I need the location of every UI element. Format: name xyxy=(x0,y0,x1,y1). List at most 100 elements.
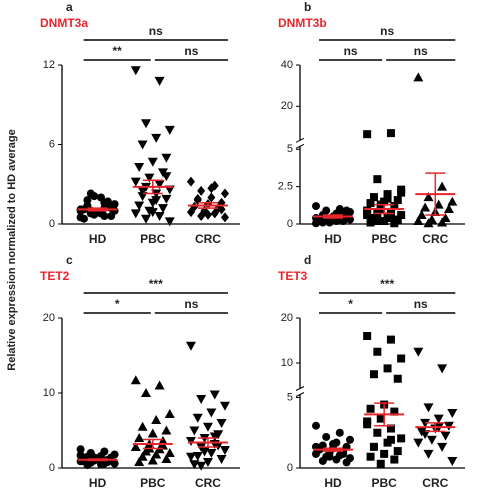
panel-label: d xyxy=(304,253,311,267)
data-point xyxy=(363,211,372,220)
data-point xyxy=(157,204,168,214)
data-point xyxy=(440,431,451,441)
data-point xyxy=(420,430,431,440)
data-point xyxy=(161,172,172,182)
data-point xyxy=(147,208,158,218)
x-tick-label: CRC xyxy=(422,232,448,246)
data-point xyxy=(90,192,99,201)
axis-break xyxy=(295,386,305,391)
significance-label: * xyxy=(348,297,353,311)
data-point xyxy=(342,458,351,467)
data-point xyxy=(130,375,141,385)
data-point xyxy=(369,442,378,451)
data-point xyxy=(151,133,162,143)
data-point xyxy=(164,409,175,418)
y-tick-label: 0 xyxy=(49,462,55,474)
y-tick-label: 12 xyxy=(43,59,55,71)
data-point xyxy=(199,447,210,457)
panel-label: a xyxy=(66,0,73,14)
data-point xyxy=(423,192,434,202)
significance-label: ns xyxy=(344,44,358,58)
data-point xyxy=(413,438,424,448)
data-point xyxy=(420,202,431,212)
y-tick-label: 0 xyxy=(287,218,293,230)
data-point xyxy=(161,194,172,204)
data-point xyxy=(147,428,158,438)
data-point xyxy=(373,217,382,226)
data-point xyxy=(185,341,196,351)
data-point xyxy=(76,445,85,454)
data-point xyxy=(325,452,334,461)
data-point xyxy=(137,186,148,196)
error-bar xyxy=(87,458,108,462)
y-tick-label: 10 xyxy=(281,357,293,369)
significance-label: ns xyxy=(414,297,428,311)
data-point xyxy=(164,125,175,135)
panel-label: b xyxy=(304,0,311,14)
data-point xyxy=(332,455,341,464)
data-point xyxy=(443,204,454,214)
data-point xyxy=(137,192,148,202)
data-point xyxy=(154,76,165,86)
axis-break xyxy=(295,137,305,143)
data-point xyxy=(413,347,424,357)
data-point xyxy=(420,418,431,428)
data-point xyxy=(416,210,427,220)
data-point xyxy=(366,404,375,413)
data-point xyxy=(147,455,158,465)
axis-break xyxy=(295,143,305,149)
data-point xyxy=(363,332,372,340)
data-point xyxy=(413,72,424,82)
panel-label: c xyxy=(66,253,73,267)
significance-label: ns xyxy=(184,44,198,58)
y-tick-label: 5 xyxy=(287,391,293,403)
data-point xyxy=(140,214,151,224)
x-tick-label: HD xyxy=(89,476,107,490)
data-point xyxy=(147,157,158,167)
data-point xyxy=(312,214,320,223)
data-point xyxy=(76,451,85,460)
data-point xyxy=(164,217,175,227)
error-bar xyxy=(142,179,163,195)
data-point xyxy=(137,451,148,461)
y-tick-label: 10 xyxy=(43,387,55,399)
data-point xyxy=(151,449,162,459)
data-point xyxy=(144,173,155,183)
panel-title: DNMT3b xyxy=(278,16,327,30)
y-tick-label: 2.5 xyxy=(278,181,293,193)
data-point xyxy=(393,447,402,456)
error-bar xyxy=(425,422,446,433)
data-point xyxy=(386,129,395,138)
data-point xyxy=(197,211,206,222)
data-point xyxy=(376,459,385,468)
data-point xyxy=(203,209,212,220)
data-point xyxy=(140,119,151,129)
data-point xyxy=(202,422,213,432)
data-point xyxy=(390,219,399,228)
data-point xyxy=(397,354,406,363)
data-point xyxy=(390,407,399,416)
data-point xyxy=(137,140,148,150)
data-point xyxy=(386,424,395,433)
data-point xyxy=(134,201,145,211)
x-tick-label: HD xyxy=(324,476,342,490)
data-point xyxy=(192,452,203,461)
data-point xyxy=(140,388,151,397)
data-point xyxy=(447,456,458,466)
data-point xyxy=(369,370,378,379)
data-point xyxy=(134,163,145,173)
data-point xyxy=(186,176,195,187)
error-bar xyxy=(323,447,343,452)
data-point xyxy=(369,193,378,202)
data-point xyxy=(189,426,200,436)
data-point xyxy=(196,461,207,471)
significance-label: ns xyxy=(184,297,198,311)
data-point xyxy=(312,202,320,211)
axis-break xyxy=(295,392,305,397)
data-point xyxy=(376,414,385,423)
x-tick-label: CRC xyxy=(422,476,448,490)
data-point xyxy=(185,452,196,462)
data-point xyxy=(154,212,165,222)
x-tick-label: PBC xyxy=(371,476,397,490)
